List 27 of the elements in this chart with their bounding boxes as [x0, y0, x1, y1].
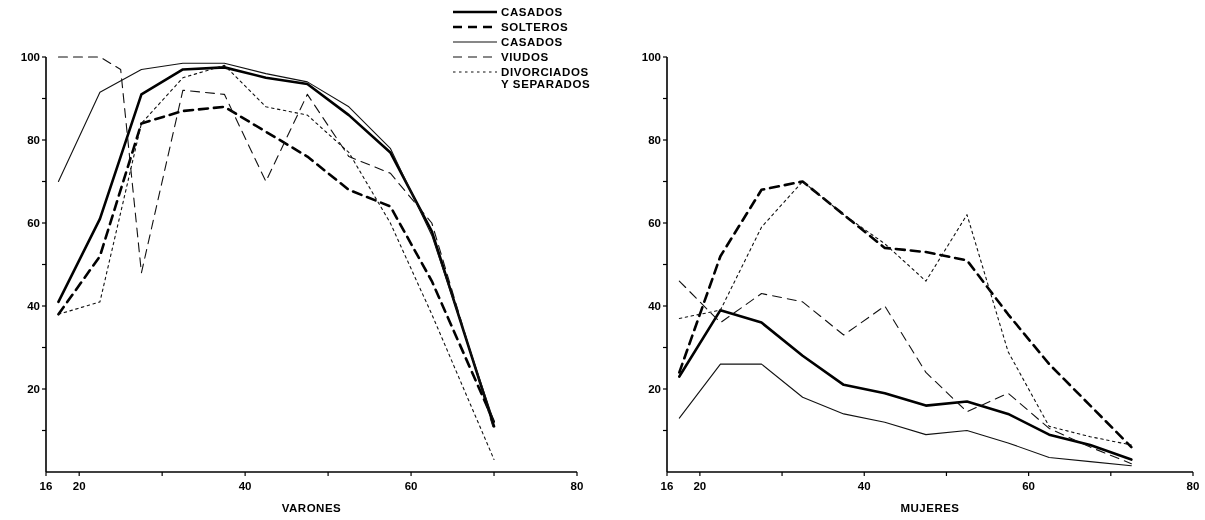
- y-tick-label: 100: [20, 51, 40, 63]
- y-tick-label: 100: [641, 51, 661, 63]
- y-tick-label: 40: [648, 300, 661, 312]
- x-tick-label: 40: [238, 480, 252, 492]
- x-tick-label: 80: [570, 480, 584, 492]
- legend-label: DIVORCIADOS Y SEPARADOS: [501, 66, 591, 90]
- x-tick-label: 60: [1022, 480, 1036, 492]
- legend-label: VIUDOS: [501, 51, 549, 63]
- y-tick-label: 80: [648, 134, 661, 146]
- x-tick-label: 40: [857, 480, 871, 492]
- legend-label: CASADOS: [501, 6, 563, 18]
- x-axis-title: MUJERES: [900, 502, 960, 514]
- x-tick-label: 20: [693, 480, 707, 492]
- x-tick-label: 16: [39, 480, 53, 492]
- y-tick-label: 60: [27, 217, 40, 229]
- y-tick-label: 20: [648, 383, 661, 395]
- x-tick-label: 60: [404, 480, 418, 492]
- x-tick-label: 20: [72, 480, 86, 492]
- y-tick-label: 80: [27, 134, 40, 146]
- x-tick-label: 16: [660, 480, 674, 492]
- legend-label: SOLTEROS: [501, 21, 569, 33]
- legend-label: CASADOS: [501, 36, 563, 48]
- x-axis-title: VARONES: [281, 502, 342, 514]
- y-tick-label: 20: [27, 383, 40, 395]
- y-tick-label: 40: [27, 300, 40, 312]
- y-tick-label: 60: [648, 217, 661, 229]
- x-tick-label: 80: [1186, 480, 1200, 492]
